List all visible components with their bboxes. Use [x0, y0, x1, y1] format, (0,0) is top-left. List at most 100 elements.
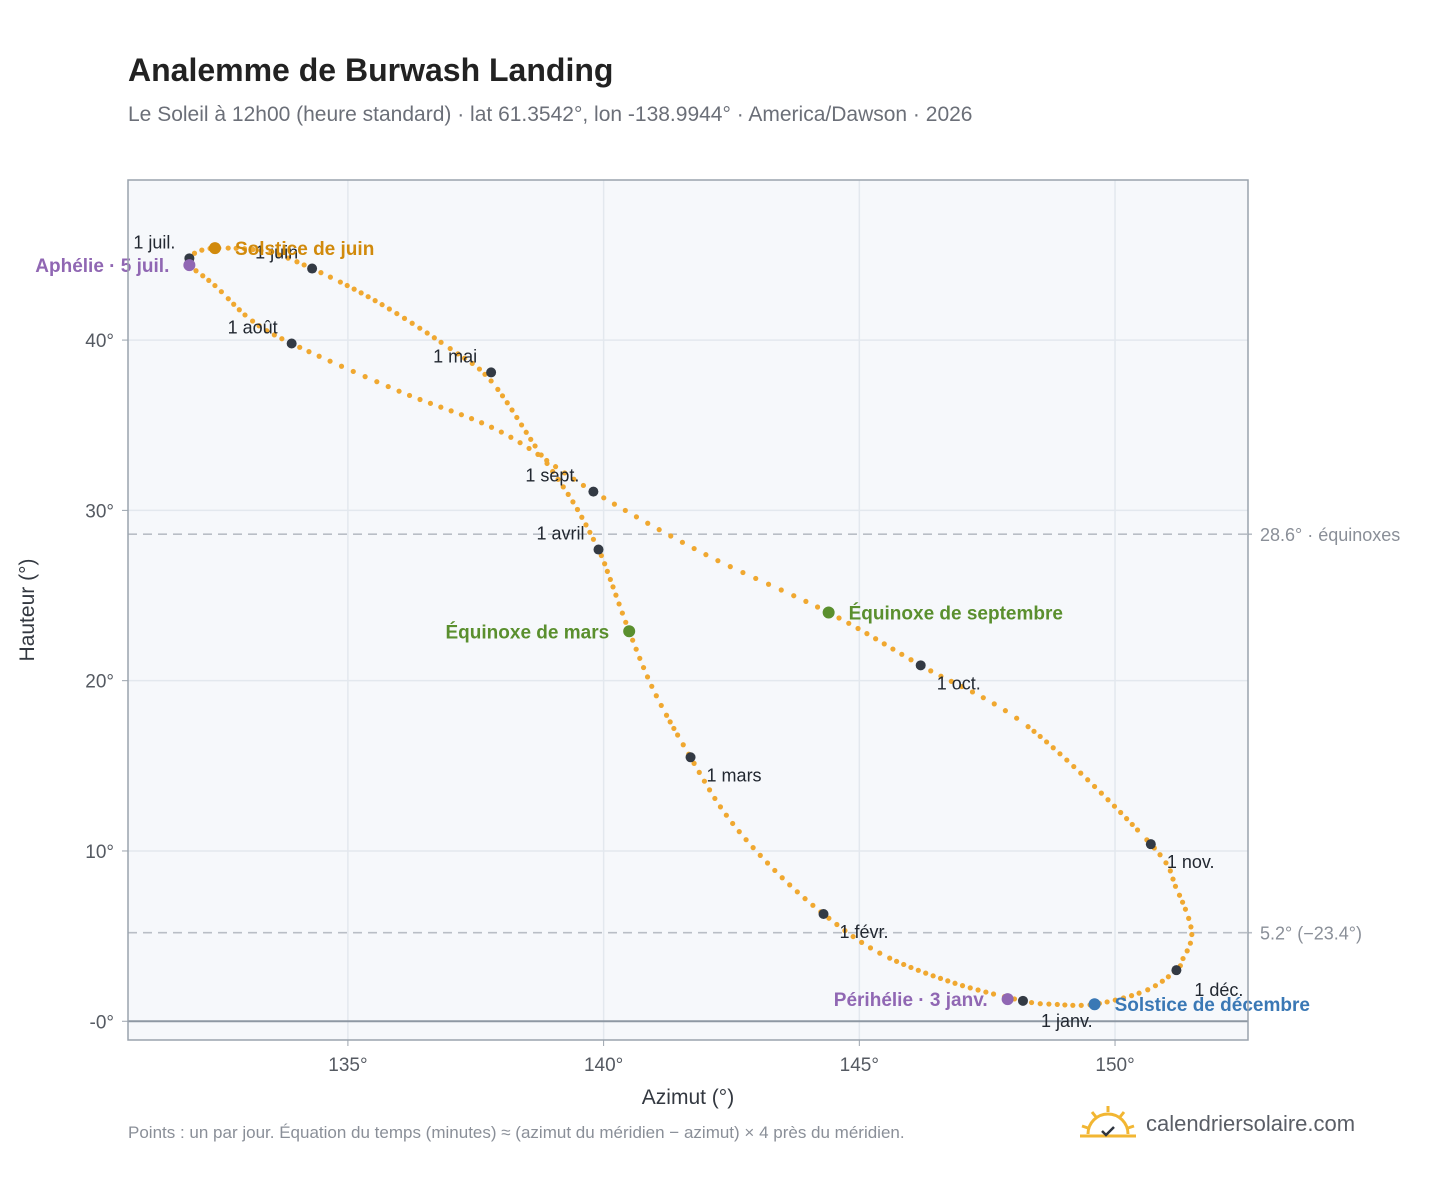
path-dot — [225, 245, 231, 251]
path-dot — [814, 604, 821, 610]
path-dot — [611, 501, 618, 507]
brand[interactable]: calendriersolaire.com — [1080, 1100, 1380, 1148]
path-dot — [509, 407, 515, 413]
path-dot — [528, 436, 534, 442]
path-dot — [1044, 739, 1050, 745]
path-dot — [468, 416, 475, 422]
path-dot — [834, 921, 840, 928]
path-dot — [757, 852, 763, 859]
month-marker-label: 1 nov. — [1167, 852, 1215, 872]
path-dot — [218, 289, 224, 295]
path-dot — [206, 277, 212, 284]
path-dot — [850, 933, 856, 940]
path-dot — [1172, 883, 1179, 889]
path-dot — [1128, 993, 1135, 999]
path-dot — [499, 393, 506, 399]
path-dot — [656, 527, 662, 533]
path-dot — [552, 464, 559, 470]
path-dot — [772, 867, 778, 874]
path-dot — [1112, 997, 1118, 1003]
path-dot — [372, 298, 378, 304]
path-dot — [1037, 733, 1043, 740]
month-marker-label: 1 avril — [536, 524, 584, 544]
path-dot — [715, 558, 721, 564]
path-dot — [696, 769, 702, 775]
path-dot — [881, 641, 887, 647]
path-dot — [969, 689, 976, 695]
month-marker-label: 1 févr. — [840, 922, 889, 942]
path-dot — [191, 250, 198, 256]
path-dot — [645, 520, 651, 526]
path-dot — [663, 712, 670, 718]
path-dot — [622, 507, 628, 514]
path-dot — [350, 368, 356, 375]
path-dot — [616, 601, 622, 607]
path-dot — [438, 404, 444, 410]
event-markers: Solstice de juin Aphélie · 5 juil. Équinox… — [35, 239, 1310, 1016]
path-dot — [1188, 924, 1194, 930]
month-marker-dot — [1145, 839, 1156, 850]
path-dot — [1002, 708, 1008, 714]
path-dot — [431, 335, 437, 341]
path-dot — [1050, 745, 1056, 751]
path-dot — [447, 345, 453, 352]
path-dot — [764, 860, 771, 866]
path-dot — [458, 412, 465, 418]
event-label: Solstice de décembre — [1115, 995, 1310, 1016]
path-dot — [959, 683, 965, 690]
path-dot — [610, 584, 616, 590]
path-dot — [671, 725, 677, 732]
month-marker-label: 1 mars — [707, 765, 762, 785]
path-dot — [1145, 987, 1151, 993]
path-dot — [633, 646, 639, 652]
path-dot — [338, 363, 345, 369]
month-marker-dot — [818, 908, 829, 919]
x-tick-label: 145° — [840, 1055, 879, 1076]
chart-footnote: Points : un par jour. Équation du temps … — [128, 1123, 905, 1142]
path-dot — [316, 353, 322, 359]
path-dot — [427, 400, 434, 406]
path-dot — [1078, 770, 1084, 776]
path-dot — [778, 587, 784, 593]
path-dot — [495, 386, 501, 392]
path-dot — [1071, 763, 1077, 770]
path-dot — [279, 336, 285, 342]
event-label: Équinoxe de septembre — [849, 603, 1063, 625]
path-dot — [1037, 1001, 1043, 1007]
event-label: Solstice de juin — [235, 239, 374, 260]
path-dot — [386, 306, 392, 312]
path-dot — [1170, 876, 1176, 882]
path-dot — [679, 539, 686, 545]
path-dot — [249, 318, 256, 324]
path-dot — [488, 424, 495, 430]
month-marker-label: 1 sept. — [525, 466, 579, 486]
path-dot — [890, 646, 896, 652]
path-dot — [668, 533, 674, 539]
path-dot — [736, 829, 742, 835]
path-dot — [653, 693, 659, 699]
path-dot — [864, 631, 870, 637]
path-dot — [1129, 821, 1135, 828]
plot-frame — [127, 179, 1249, 1041]
path-dot — [1176, 892, 1183, 898]
path-dot — [723, 812, 729, 818]
path-dot — [938, 673, 944, 679]
path-dot — [630, 637, 636, 643]
month-marker-dot — [915, 660, 926, 671]
path-dot — [859, 939, 865, 945]
path-dot — [396, 388, 402, 394]
path-dot — [301, 262, 307, 268]
path-dot — [327, 274, 333, 280]
reference-line-label: 5.2° (−23.4°) — [1260, 924, 1362, 944]
path-dot — [1014, 715, 1020, 721]
path-dot — [937, 975, 944, 982]
month-marker-dot — [1171, 965, 1182, 976]
path-dot — [1120, 995, 1127, 1001]
path-dot — [401, 315, 408, 321]
path-dot — [991, 701, 997, 707]
path-dot — [488, 378, 494, 384]
path-dot — [476, 366, 483, 372]
path-dot — [264, 328, 270, 334]
path-dot — [980, 695, 986, 701]
month-marker-label: 1 août — [228, 317, 278, 337]
